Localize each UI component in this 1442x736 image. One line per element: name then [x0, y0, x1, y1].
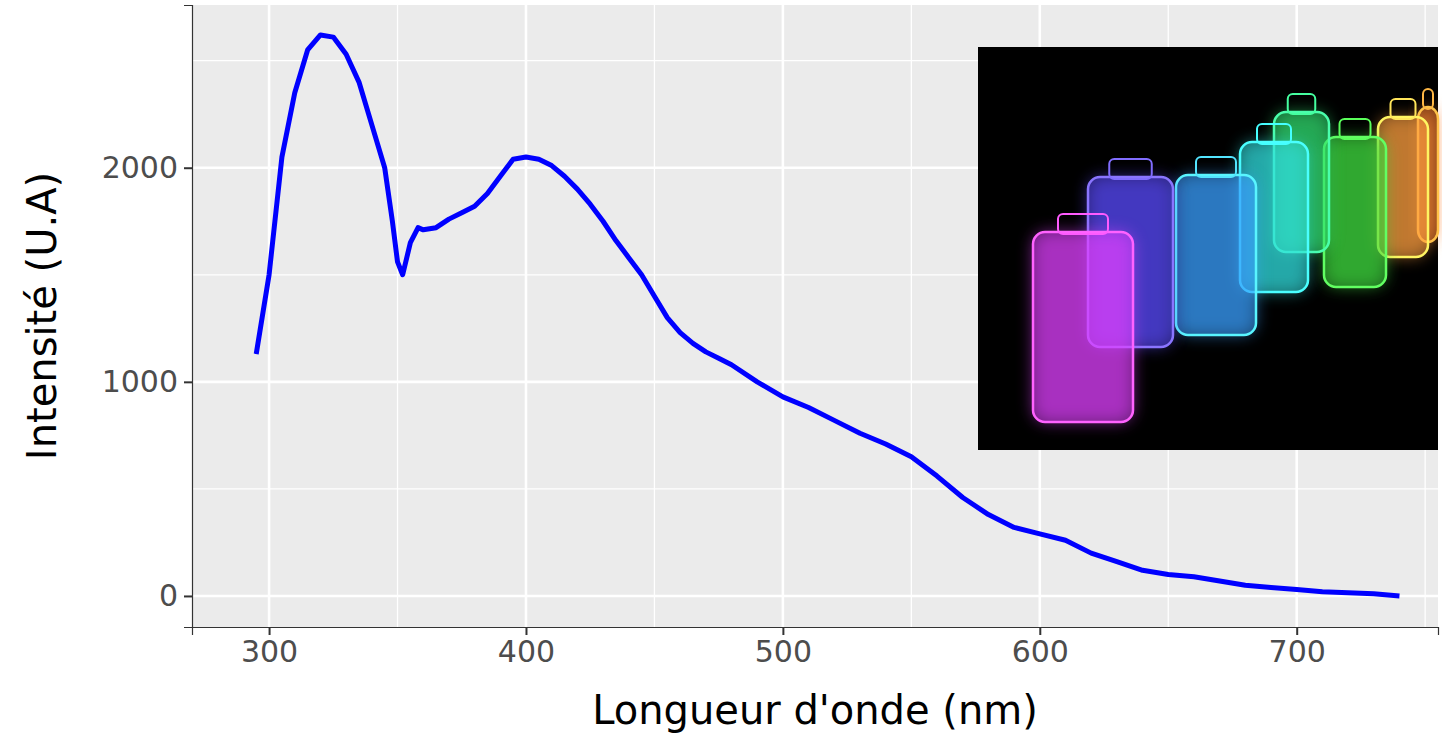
bottle-glow: [1324, 137, 1386, 287]
y-axis-line: [184, 6, 193, 628]
bottle-neck: [1109, 159, 1152, 179]
grid: [192, 5, 1438, 627]
x-tick-label: 600: [1012, 634, 1069, 669]
minor-grid-line: [911, 5, 912, 627]
x-tick-label: 700: [1269, 634, 1326, 669]
inset-background: [978, 47, 1438, 450]
x-tick: 600: [1012, 627, 1069, 669]
x-tick-label: 500: [755, 634, 812, 669]
bottle-neck: [1257, 124, 1291, 144]
bottle-glow: [1033, 232, 1133, 422]
y-axis: 0 1000 2000: [102, 6, 193, 628]
grid-line: [525, 5, 528, 627]
minor-grid-line: [654, 5, 655, 627]
bottle: [1033, 232, 1133, 422]
minor-grid-line: [397, 5, 398, 627]
y-tick-mark: [184, 167, 192, 169]
bottle-glow: [1176, 175, 1256, 335]
y-tick: 1000: [102, 364, 192, 399]
minor-grid-line: [192, 488, 1438, 489]
bottle-neck: [1058, 214, 1108, 234]
bottle-neck: [1340, 119, 1371, 139]
x-tick-label: 300: [241, 634, 298, 669]
x-axis-line: [193, 628, 1439, 636]
y-tick-mark: [184, 381, 192, 383]
grid-line: [192, 595, 1438, 598]
plot-background: [192, 5, 1438, 627]
x-tick: 400: [498, 627, 555, 669]
bottle-neck: [1196, 157, 1236, 177]
grid-line: [782, 5, 785, 627]
x-axis: 300 400 500 600 700: [193, 627, 1439, 669]
bottle-neck: [1391, 99, 1416, 119]
x-axis-title: Longueur d'onde (nm): [592, 687, 1038, 733]
chart: 300 400 500 600 700 0 1000 2000 Longueur d'onde …: [0, 0, 1442, 736]
x-tick: 500: [755, 627, 812, 669]
y-tick-mark: [184, 595, 192, 597]
bottle: [1324, 137, 1386, 287]
grid-line: [268, 5, 271, 627]
y-tick-label: 0: [159, 578, 178, 613]
inset-photo: [978, 47, 1438, 450]
bottle: [1176, 175, 1256, 335]
y-axis-title: Intensité (U.A): [19, 172, 65, 460]
bottle-neck: [1423, 89, 1433, 109]
y-tick: 0: [159, 578, 192, 613]
y-tick: 2000: [102, 150, 192, 185]
x-tick-label: 400: [498, 634, 555, 669]
x-tick: 700: [1269, 627, 1326, 669]
y-tick-label: 1000: [102, 364, 178, 399]
x-tick: 300: [241, 627, 298, 669]
bottle-neck: [1288, 94, 1316, 114]
y-tick-label: 2000: [102, 150, 178, 185]
